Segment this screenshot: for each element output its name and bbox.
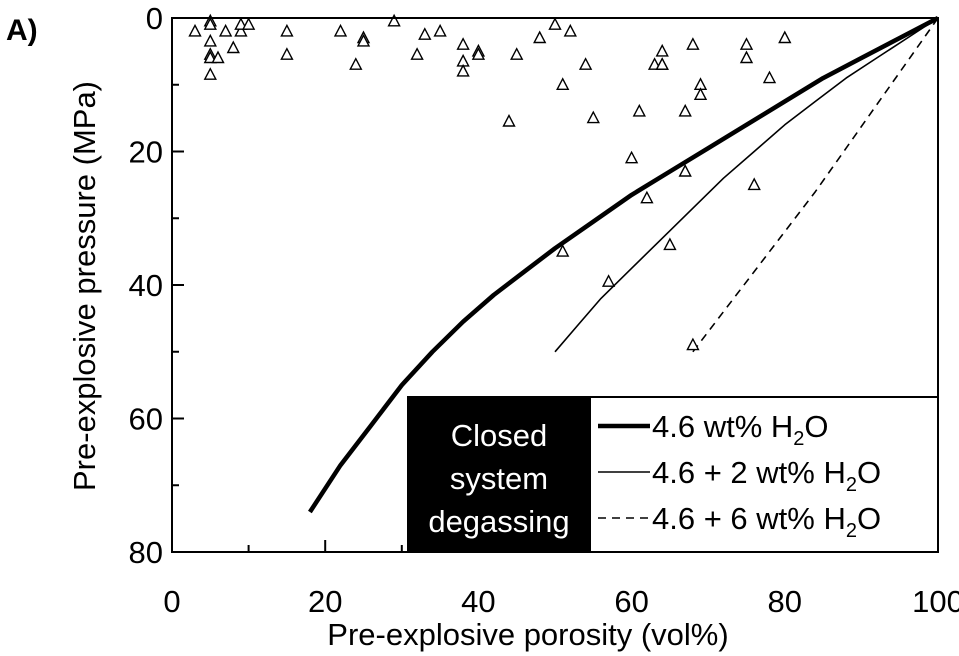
x-axis-title: Pre-explosive porosity (vol%) <box>327 617 728 652</box>
data-point <box>533 30 547 44</box>
legend: Closed system degassing 4.6 wt% H2O 4.6 … <box>407 396 939 553</box>
scatter-points <box>188 13 792 351</box>
closed-system-label-line-2: system <box>450 461 548 496</box>
data-point <box>556 244 570 257</box>
series-line-3 <box>692 17 939 353</box>
y-tick-label: 20 <box>129 135 163 170</box>
series-layer <box>308 16 940 514</box>
legend-entry-3: 4.6 + 6 wt% H2O <box>652 501 881 542</box>
series-line-2 <box>554 17 939 353</box>
data-point <box>578 57 593 70</box>
data-point <box>356 33 371 47</box>
data-point <box>456 63 470 77</box>
data-point <box>241 17 256 30</box>
x-tick-label: 100 <box>912 584 959 619</box>
data-point <box>410 47 424 60</box>
data-point <box>280 47 294 60</box>
data-point <box>280 23 294 37</box>
y-tick-label: 60 <box>129 402 163 437</box>
data-point <box>203 67 217 80</box>
data-point <box>203 17 217 30</box>
closed-system-label-line-1: Closed <box>451 418 548 453</box>
y-axis-title: Pre-explosive pressure (MPa) <box>67 81 102 491</box>
data-point <box>226 40 240 54</box>
data-point <box>678 163 692 177</box>
data-point <box>632 103 646 117</box>
data-point <box>586 110 600 124</box>
data-point <box>739 50 754 64</box>
x-tick-label: 40 <box>461 584 495 619</box>
x-tick-label: 80 <box>768 584 802 619</box>
data-point <box>563 23 577 37</box>
data-point <box>778 30 792 44</box>
data-point <box>234 17 248 30</box>
data-point <box>456 37 470 50</box>
data-point <box>663 237 677 251</box>
data-point <box>471 47 486 60</box>
data-point <box>349 57 363 70</box>
data-point <box>601 274 616 287</box>
data-point <box>510 47 524 60</box>
panel-label: A) <box>6 14 38 47</box>
closed-system-label-line-3: degassing <box>428 504 569 539</box>
data-point <box>678 103 692 117</box>
data-point <box>624 150 639 164</box>
data-point <box>686 37 700 50</box>
data-point <box>203 33 217 47</box>
data-point <box>548 17 562 30</box>
data-point <box>203 50 217 64</box>
data-point <box>686 337 700 351</box>
x-tick-label: 20 <box>308 584 342 619</box>
series-line-1 <box>308 16 940 514</box>
data-point <box>739 37 754 50</box>
data-point <box>655 57 669 70</box>
data-point <box>693 87 708 101</box>
data-point <box>655 43 669 57</box>
y-tick-label: 80 <box>129 535 163 570</box>
data-point <box>333 23 348 37</box>
data-point <box>762 70 777 84</box>
closed-system-box <box>408 397 591 552</box>
legend-entry-1: 4.6 wt% H2O <box>652 409 829 450</box>
legend-entry-2: 4.6 + 2 wt% H2O <box>652 455 881 496</box>
y-tick-label: 40 <box>129 268 163 303</box>
data-point <box>188 23 202 37</box>
data-point <box>747 177 761 191</box>
data-point <box>502 113 516 127</box>
data-point <box>640 190 654 204</box>
data-point <box>556 77 570 91</box>
data-point <box>234 23 248 37</box>
y-tick-label: 0 <box>146 1 163 36</box>
data-point <box>211 50 225 64</box>
data-point <box>387 13 401 27</box>
data-point <box>433 23 447 37</box>
data-point <box>218 23 233 37</box>
x-tick-label: 60 <box>614 584 648 619</box>
x-tick-label: 0 <box>163 584 180 619</box>
x-axis-ticks: 0 20 40 60 80 100 <box>163 540 959 619</box>
data-point <box>418 27 432 40</box>
y-axis-ticks: 0 20 40 60 80 <box>129 1 184 570</box>
